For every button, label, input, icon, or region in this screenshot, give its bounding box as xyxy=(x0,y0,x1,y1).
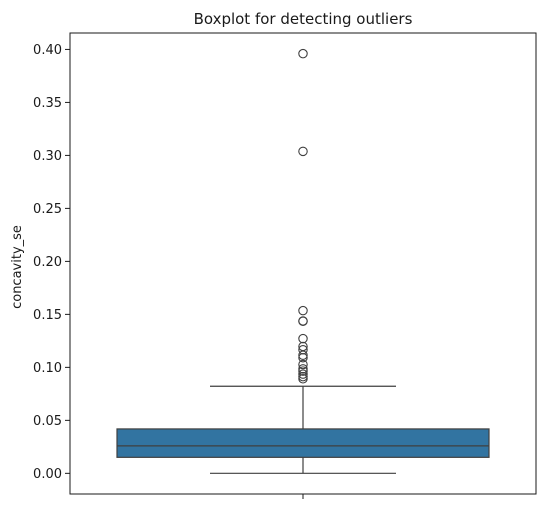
outlier-point xyxy=(298,350,308,361)
outlier-point xyxy=(298,359,308,370)
y-tick-label: 0.05 xyxy=(33,414,62,429)
outlier-point xyxy=(298,146,308,157)
outlier-point xyxy=(298,333,308,344)
iqr-box xyxy=(116,428,490,458)
y-tick-label: 0.20 xyxy=(33,255,62,270)
chart-title: Boxplot for detecting outliers xyxy=(194,10,413,28)
plot-frame xyxy=(69,32,537,495)
outlier-point xyxy=(298,366,308,376)
y-tick-label: 0.00 xyxy=(33,467,62,482)
y-tick-label: 0.35 xyxy=(33,96,62,111)
y-tick-label: 0.30 xyxy=(33,149,62,164)
outlier-point xyxy=(298,369,308,379)
outlier-point xyxy=(298,352,308,363)
outlier-point xyxy=(298,364,308,374)
outlier-point xyxy=(298,48,308,59)
outlier-point xyxy=(298,374,308,384)
y-axis-label: concavity_se xyxy=(10,225,25,309)
y-tick-label: 0.40 xyxy=(33,43,62,58)
y-tick-label: 0.10 xyxy=(33,361,62,376)
y-tick-label: 0.15 xyxy=(33,308,62,323)
outlier-point xyxy=(298,316,308,327)
y-tick-label: 0.25 xyxy=(33,202,62,217)
outlier-point xyxy=(298,305,308,316)
